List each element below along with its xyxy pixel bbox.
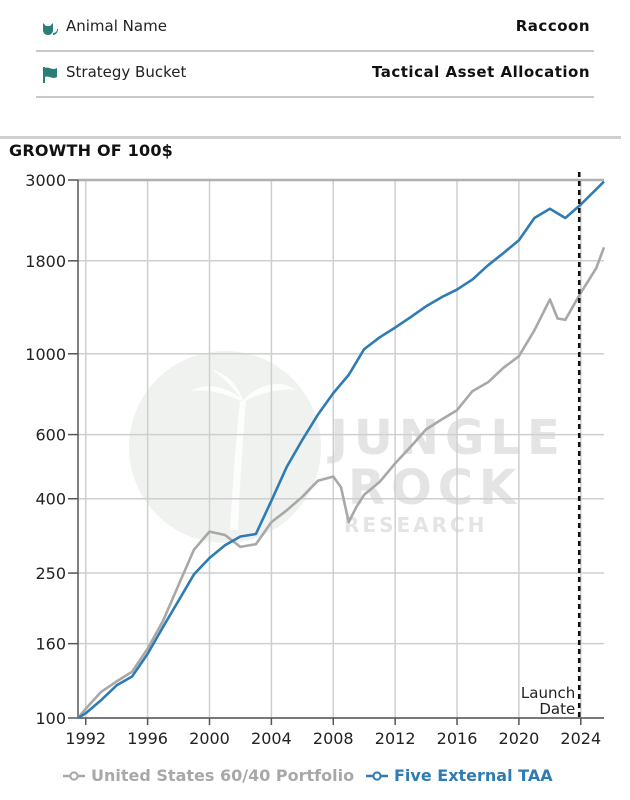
legend-item-us-6040[interactable]: United States 60/40 Portfolio — [63, 766, 354, 785]
watermark-line3: RESEARCH — [344, 513, 487, 537]
x-tick-label: 2016 — [437, 729, 478, 748]
x-tick-label: 2000 — [189, 729, 230, 748]
animal-name-label: Animal Name — [66, 17, 167, 35]
watermark: JUNGLE ROCK RESEARCH — [129, 351, 566, 543]
animal-name-row: Animal Name Raccoon — [36, 6, 594, 52]
launch-label-line1: Launch — [521, 684, 575, 702]
y-tick-label: 250 — [35, 564, 66, 583]
y-tick-label: 100 — [35, 709, 66, 728]
legend-item-five-taa[interactable]: Five External TAA — [366, 766, 553, 785]
x-tick-label: 2008 — [313, 729, 354, 748]
flag-icon — [43, 67, 57, 83]
x-tick-label: 2004 — [251, 729, 292, 748]
palm-tree-icon — [190, 370, 296, 530]
series-line-us-6040 — [77, 246, 606, 719]
growth-chart: JUNGLE ROCK RESEARCH 100 160 250 400 600 1000… — [25, 171, 606, 748]
watermark-line2: ROCK — [348, 460, 522, 516]
flag-icon-shape — [43, 67, 57, 83]
cat-icon-shape — [43, 23, 58, 35]
y-tick-label: 1000 — [25, 345, 66, 364]
chart-title: GROWTH OF 100$ — [9, 141, 174, 160]
cat-icon — [43, 23, 58, 35]
strategy-bucket-value: Tactical Asset Allocation — [371, 63, 590, 81]
chart-grid — [78, 179, 604, 719]
y-tick-label: 3000 — [25, 171, 66, 190]
strategy-bucket-label: Strategy Bucket — [66, 63, 187, 81]
x-tick-label: 2024 — [560, 729, 601, 748]
section-divider — [0, 136, 621, 139]
x-tick-label: 2012 — [375, 729, 416, 748]
animal-name-value: Raccoon — [515, 17, 590, 35]
chart-lines — [77, 180, 606, 720]
legend-marker-icon — [366, 770, 388, 781]
series-line-five-taa — [77, 180, 605, 720]
watermark-line1: JUNGLE — [327, 410, 566, 466]
y-tick-label: 400 — [35, 490, 66, 509]
chart-axes: 100 160 250 400 600 1000 1800 3000 1992 1996 2000 2… — [25, 171, 604, 748]
strategy-bucket-row: Strategy Bucket Tactical Asset Allocatio… — [36, 52, 594, 98]
x-tick-label: 2020 — [499, 729, 540, 748]
y-tick-label: 160 — [35, 635, 66, 654]
launch-label-line2: Date — [539, 700, 575, 718]
x-tick-label: 1996 — [127, 729, 168, 748]
chart-legend: United States 60/40 Portfolio Five Exter… — [0, 766, 630, 792]
y-tick-label: 1800 — [25, 252, 66, 271]
legend-marker-icon — [63, 770, 85, 781]
x-tick-label: 1992 — [65, 729, 106, 748]
legend-label-five-taa: Five External TAA — [394, 766, 553, 785]
legend-label-us-6040: United States 60/40 Portfolio — [91, 766, 355, 785]
y-tick-label: 600 — [35, 426, 66, 445]
